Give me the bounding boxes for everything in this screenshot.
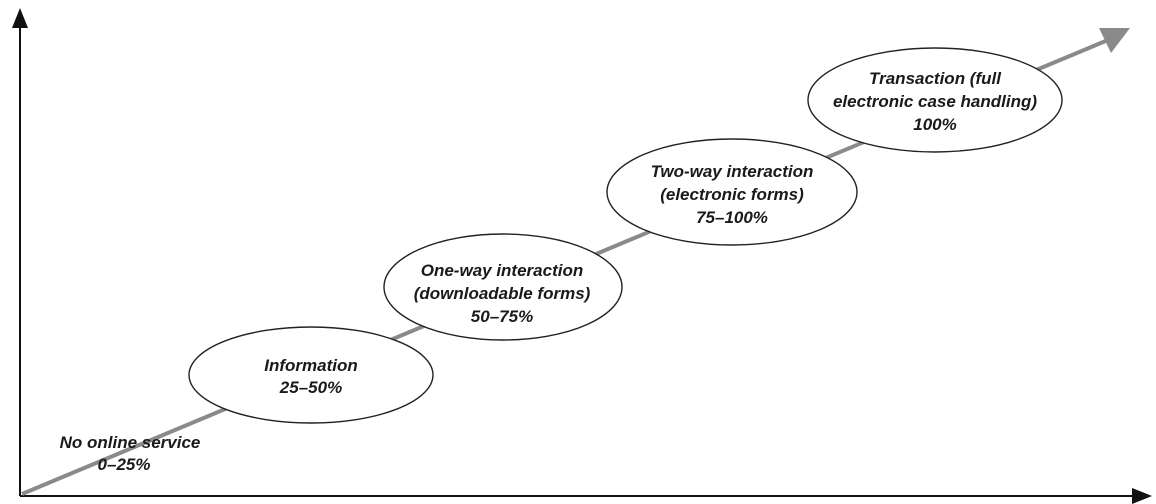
stage-two-way-interaction-label: Two-way interaction: [651, 162, 814, 181]
stage-one-way-interaction-ellipse: [383, 233, 623, 341]
stage-one-way-interaction-label: One-way interaction: [421, 261, 583, 280]
y-axis-arrowhead: [12, 8, 28, 28]
stage-information: Information 25–50%: [188, 326, 434, 424]
x-axis-arrowhead: [1132, 488, 1152, 504]
stage-no-online-service-range: 0–25%: [98, 455, 151, 474]
stage-information-range: 25–50%: [279, 378, 342, 397]
stage-information-ellipse: [188, 326, 434, 424]
stage-transaction: Transaction (full electronic case handli…: [807, 47, 1063, 153]
stage-no-online-service: No online service 0–25%: [60, 433, 201, 474]
stage-transaction-subtitle: electronic case handling): [833, 92, 1037, 111]
stage-transaction-ellipse: [807, 47, 1063, 153]
stage-transaction-label: Transaction (full: [869, 69, 1002, 88]
progress-arrowhead: [1099, 28, 1130, 53]
stage-one-way-interaction-subtitle: (downloadable forms): [414, 284, 591, 303]
stage-one-way-interaction-range: 50–75%: [471, 307, 533, 326]
stage-transaction-range: 100%: [913, 115, 956, 134]
stage-information-label: Information: [264, 356, 358, 375]
stage-two-way-interaction-ellipse: [606, 138, 858, 246]
stage-no-online-service-label: No online service: [60, 433, 201, 452]
stage-two-way-interaction-range: 75–100%: [696, 208, 768, 227]
stage-one-way-interaction: One-way interaction (downloadable forms)…: [383, 233, 623, 341]
stage-two-way-interaction: Two-way interaction (electronic forms) 7…: [606, 138, 858, 246]
stage-two-way-interaction-subtitle: (electronic forms): [660, 185, 804, 204]
